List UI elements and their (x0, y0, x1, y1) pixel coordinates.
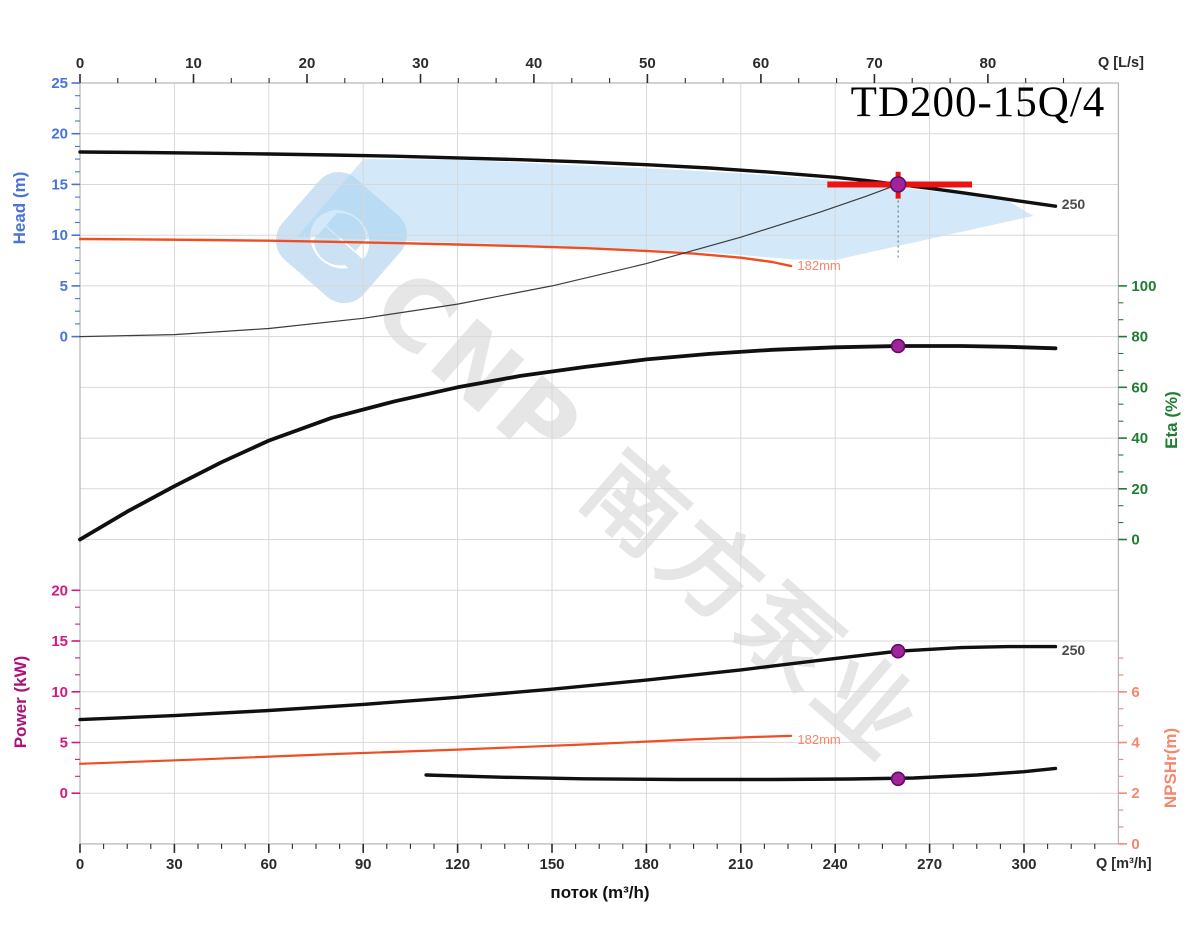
x-axis-title: поток (m³/h) (550, 883, 650, 902)
tick-label: 90 (355, 856, 372, 873)
operating-point-dot (890, 338, 906, 354)
tick-label: 300 (1011, 856, 1036, 873)
tick-label: 20 (51, 126, 68, 143)
tick-label: 0 (76, 856, 84, 873)
impeller-label: 250 (1062, 196, 1086, 212)
tick-label: 10 (185, 55, 202, 72)
tick-label: 2 (1131, 785, 1139, 802)
tick-label: 0 (60, 785, 68, 802)
head-axis-title: Head (m) (10, 171, 29, 245)
power-axis-title: Power (kW) (11, 655, 30, 749)
operating-region (297, 159, 1034, 260)
tick-label: 70 (866, 55, 883, 72)
tick-label: 100 (1131, 278, 1156, 295)
tick-label: 6 (1131, 684, 1139, 701)
operating-point-dot (890, 771, 906, 787)
tick-label: 40 (1131, 430, 1148, 447)
tick-label: 180 (634, 856, 659, 873)
tick-label: 10 (51, 684, 68, 701)
top-axis-unit-label: Q [L/s] (1098, 55, 1144, 71)
eta-ticks (1118, 285, 1127, 541)
head-250-curve (78, 150, 1058, 208)
tick-label: 20 (1131, 481, 1148, 498)
tick-label: 30 (166, 856, 183, 873)
tick-label: 20 (51, 582, 68, 599)
tick-label: 60 (1131, 379, 1148, 396)
system-curve-curve (79, 183, 899, 338)
power-ticks (71, 589, 80, 795)
operating-point-dot (890, 643, 906, 659)
impeller-label: 182mm (797, 732, 840, 747)
impeller-label: 250 (1062, 642, 1086, 658)
head-182mm-curve (78, 237, 793, 268)
tick-label: 240 (823, 856, 848, 873)
tick-label: 0 (1131, 532, 1139, 549)
tick-label: 30 (412, 55, 429, 72)
power-182mm-curve (78, 734, 793, 765)
bottom-axis-unit-label: Q [m³/h] (1096, 856, 1152, 872)
tick-label: 0 (60, 329, 68, 346)
flow_ls-ticks (79, 74, 1065, 83)
impeller-label: 182mm (797, 258, 840, 273)
eta-axis-title: Eta (%) (1162, 391, 1181, 449)
tick-label: 210 (728, 856, 753, 873)
tick-label: 60 (753, 55, 770, 72)
npshr-ticks (1118, 657, 1127, 845)
npshr-250-curve (424, 766, 1058, 782)
tick-label: 40 (526, 55, 543, 72)
tick-label: 25 (51, 75, 68, 92)
tick-label: 15 (51, 176, 68, 193)
tick-label: 10 (51, 227, 68, 244)
tick-label: 20 (299, 55, 316, 72)
power-250-curve (78, 644, 1058, 722)
tick-label: 120 (445, 856, 470, 873)
tick-label: 4 (1131, 735, 1140, 752)
operating-point-dot (889, 176, 907, 193)
tick-label: 5 (60, 734, 68, 751)
tick-label: 5 (60, 278, 68, 295)
eta-250-curve (78, 344, 1058, 542)
flow_m3h-ticks (79, 843, 1096, 853)
tick-label: 80 (1131, 329, 1148, 346)
tick-label: 150 (539, 856, 564, 873)
tick-label: 0 (76, 55, 84, 72)
tick-label: 50 (639, 55, 656, 72)
tick-label: 80 (980, 55, 997, 72)
tick-label: 0 (1131, 836, 1139, 853)
tick-label: 60 (260, 856, 277, 873)
tick-label: 15 (51, 633, 68, 650)
chart-title: TD200-15Q/4 (850, 79, 1106, 126)
gridlines (80, 83, 1119, 844)
head-ticks (71, 82, 80, 338)
tick-label: 270 (917, 856, 942, 873)
npshr-axis-title: NPSHr(m) (1161, 727, 1180, 809)
